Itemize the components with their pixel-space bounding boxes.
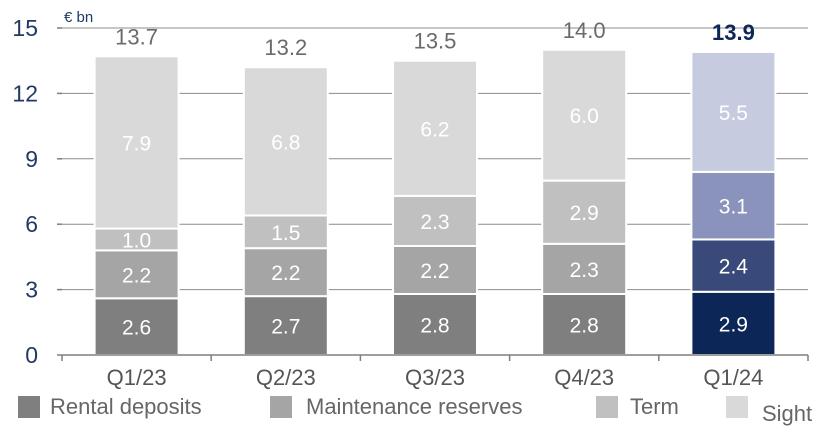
data-label: 2.2 <box>271 262 300 285</box>
legend-swatch <box>726 396 748 418</box>
data-label: 2.9 <box>719 313 748 336</box>
legend-swatch <box>270 396 292 418</box>
data-label: 3.1 <box>719 196 748 219</box>
data-label: 2.7 <box>271 316 300 339</box>
bar-segment <box>242 66 329 217</box>
bar-segment <box>541 179 628 245</box>
bar-segment <box>541 48 628 182</box>
category-label: Q1/23 <box>107 365 167 390</box>
x-axis-ticks <box>61 355 809 361</box>
bar-totals: 13.7 13.2 13.5 14.0 13.9 <box>115 18 755 60</box>
y-tick-label: 15 <box>12 15 38 41</box>
data-label: 6.2 <box>420 118 449 141</box>
bar-segment <box>93 55 180 230</box>
data-label: 2.6 <box>122 317 151 340</box>
bar-segment <box>392 194 478 247</box>
bar-segment <box>392 245 478 295</box>
bar-segment <box>93 249 180 300</box>
bar-segment <box>690 238 777 293</box>
legend-label: Sight <box>762 401 812 426</box>
bar-total-label: 13.9 <box>712 20 755 45</box>
data-label: 2.3 <box>420 211 449 234</box>
legend-swatch <box>18 396 40 418</box>
y-tick-label: 12 <box>12 80 38 106</box>
unit-label: € bn <box>64 9 93 26</box>
legend-label: Rental deposits <box>50 394 202 419</box>
category-label: Q3/23 <box>405 365 465 390</box>
legend: Rental deposits Maintenance reserves Term S… <box>18 394 812 426</box>
legend-swatch <box>596 396 618 418</box>
data-label: 1.0 <box>122 229 151 252</box>
legend-label: Term <box>630 394 679 419</box>
bars: 2.6 2.2 1.0 7.9 2.7 2.2 1.5 6.8 2.8 2.2 2.3 6.2 2.8 2… <box>93 48 777 357</box>
data-label: 6.0 <box>570 105 599 128</box>
bar-segment <box>541 242 628 295</box>
data-label: 2.9 <box>570 202 599 225</box>
data-label: 2.8 <box>570 314 599 337</box>
y-axis-ticks: 0 3 6 9 12 15 <box>12 15 62 368</box>
y-tick-label: 3 <box>25 277 38 303</box>
data-label: 2.2 <box>420 260 449 283</box>
data-label: 5.5 <box>719 102 748 125</box>
y-tick-label: 9 <box>25 146 38 172</box>
category-label: Q4/23 <box>554 365 614 390</box>
bar-total-label: 14.0 <box>563 18 606 43</box>
bar-segment <box>392 292 478 356</box>
data-label: 2.4 <box>719 256 749 279</box>
bar-segment <box>242 247 329 298</box>
bar-segment <box>93 297 180 357</box>
bar-total-label: 13.2 <box>264 35 307 60</box>
bar-segment <box>690 50 777 173</box>
category-label: Q1/24 <box>703 365 763 390</box>
bar-total-label: 13.5 <box>414 29 457 54</box>
bar-segment <box>541 292 628 356</box>
bar-segment <box>690 170 777 241</box>
category-label: Q2/23 <box>256 365 316 390</box>
data-label: 2.3 <box>570 259 599 282</box>
legend-label: Maintenance reserves <box>306 394 522 419</box>
category-labels: Q1/23 Q2/23 Q3/23 Q4/23 Q1/24 <box>107 365 764 390</box>
data-label: 1.5 <box>271 222 300 245</box>
bar-segment <box>242 295 329 357</box>
data-label: 7.9 <box>122 132 151 155</box>
data-label: 6.8 <box>271 131 300 154</box>
bar-segment <box>690 290 777 356</box>
bar-segment <box>242 214 329 250</box>
y-tick-label: 6 <box>25 211 38 237</box>
y-tick-label: 0 <box>25 342 38 368</box>
data-label: 2.2 <box>122 264 151 287</box>
bar-segment <box>392 59 478 197</box>
bar-total-label: 13.7 <box>115 24 158 49</box>
data-label: 2.8 <box>420 314 449 337</box>
